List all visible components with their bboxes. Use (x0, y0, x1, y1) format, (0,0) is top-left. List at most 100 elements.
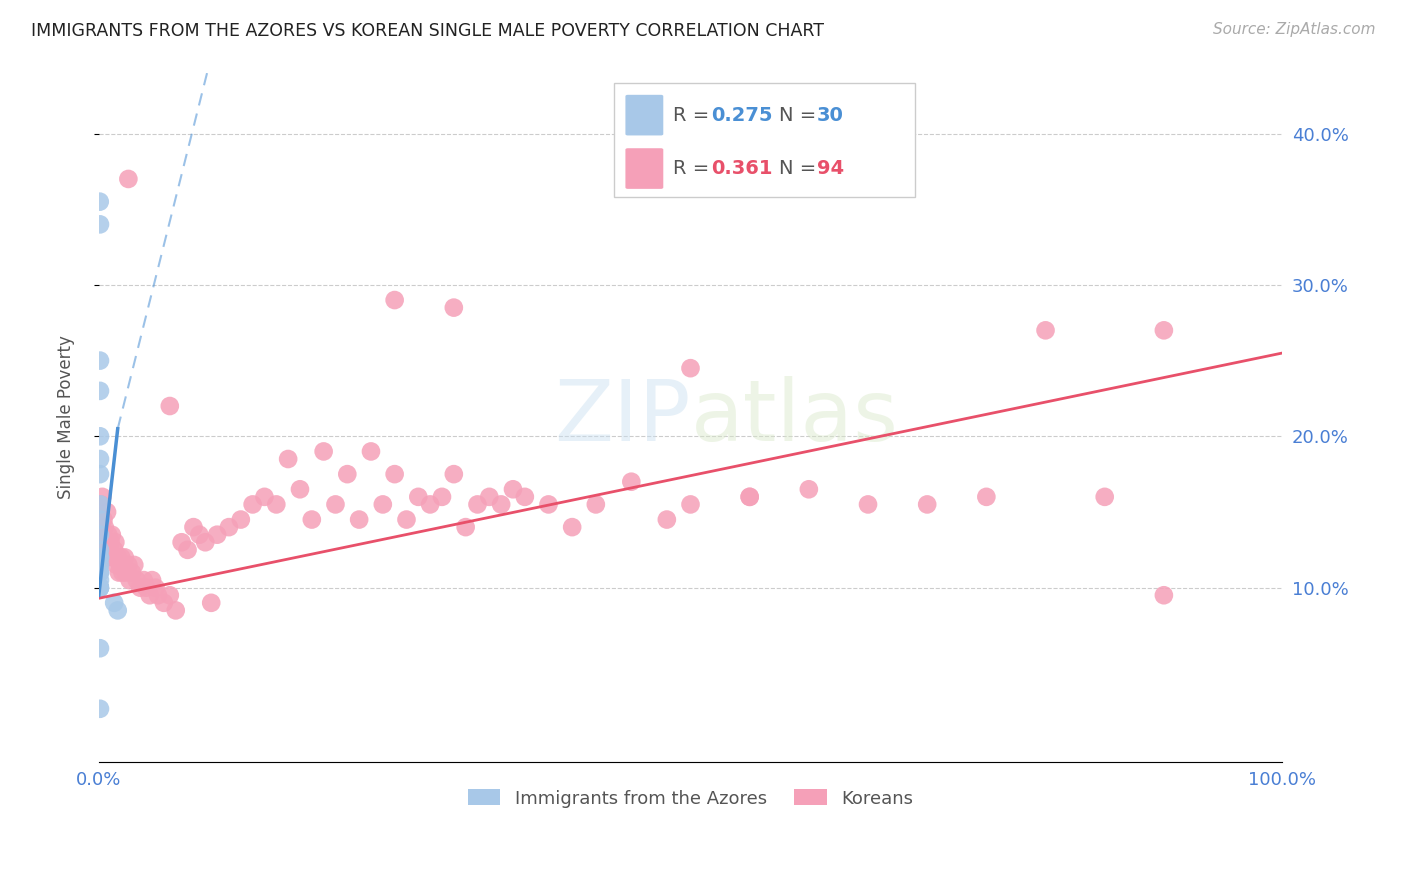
Point (325, 497, 347, 511)
Point (117, 172, 139, 186)
Point (90, 497, 112, 511)
Point (467, 497, 489, 511)
Point (976, 490, 998, 504)
Point (89, 581, 111, 595)
Point (89, 581, 111, 595)
Point (90, 512, 112, 526)
Point (89, 527, 111, 541)
Text: Source: ZipAtlas.com: Source: ZipAtlas.com (1212, 22, 1375, 37)
Point (132, 573, 155, 587)
Text: N =: N = (779, 105, 823, 125)
Point (101, 550, 124, 565)
Point (108, 566, 131, 580)
Point (478, 490, 501, 504)
Point (395, 512, 418, 526)
Point (94, 550, 117, 565)
Point (89, 467, 111, 482)
Text: 0.361: 0.361 (710, 159, 772, 178)
Point (94, 542, 117, 557)
Point (1153, 323, 1175, 337)
Point (89, 581, 111, 595)
Point (679, 361, 702, 376)
Point (288, 483, 311, 497)
Point (537, 497, 560, 511)
Point (125, 573, 148, 587)
Point (856, 497, 879, 511)
Point (585, 497, 607, 511)
Point (153, 596, 176, 610)
Point (1094, 490, 1116, 504)
Point (93, 535, 115, 549)
Point (620, 475, 643, 489)
Point (111, 566, 134, 580)
Point (145, 581, 167, 595)
Point (118, 573, 141, 587)
Text: IMMIGRANTS FROM THE AZORES VS KOREAN SINGLE MALE POVERTY CORRELATION CHART: IMMIGRANTS FROM THE AZORES VS KOREAN SIN… (31, 22, 824, 40)
Point (797, 483, 820, 497)
Point (194, 535, 217, 549)
Point (107, 550, 129, 565)
Point (489, 497, 512, 511)
Point (90, 497, 112, 511)
Point (91, 490, 114, 504)
Point (115, 566, 138, 580)
Point (218, 520, 240, 534)
Point (89, 218, 111, 232)
Point (443, 467, 465, 482)
Text: N =: N = (779, 159, 823, 178)
Point (105, 558, 128, 572)
Point (97, 527, 120, 541)
Point (430, 490, 453, 504)
Point (408, 490, 430, 504)
Point (360, 444, 382, 458)
Point (159, 399, 181, 413)
Legend: Immigrants from the Azores, Koreans: Immigrants from the Azores, Koreans (461, 782, 921, 814)
Point (135, 581, 157, 595)
Point (89, 641, 111, 656)
Text: 94: 94 (817, 159, 844, 178)
Point (277, 452, 299, 467)
Point (312, 444, 335, 458)
Point (176, 542, 198, 557)
Point (138, 588, 160, 602)
Point (738, 490, 761, 504)
Point (89, 566, 111, 580)
Point (89, 429, 111, 443)
Point (205, 527, 228, 541)
Point (89, 581, 111, 595)
Point (915, 497, 938, 511)
Point (371, 497, 394, 511)
Point (89, 542, 111, 557)
Point (114, 550, 136, 565)
Point (253, 490, 276, 504)
Point (347, 512, 370, 526)
Point (98, 542, 121, 557)
Point (96, 505, 118, 519)
Point (89, 573, 111, 587)
Point (100, 535, 122, 549)
Text: ZIP: ZIP (554, 376, 690, 458)
Point (419, 497, 441, 511)
Point (301, 512, 323, 526)
Point (89, 558, 111, 572)
Text: R =: R = (672, 105, 716, 125)
Point (121, 566, 143, 580)
Point (89, 550, 111, 565)
Point (242, 497, 264, 511)
Point (104, 535, 127, 549)
Point (89, 702, 111, 716)
Point (89, 581, 111, 595)
Point (89, 550, 111, 565)
Point (165, 603, 187, 617)
Point (89, 581, 111, 595)
Point (89, 566, 111, 580)
Point (129, 581, 152, 595)
Point (655, 512, 678, 526)
Point (513, 490, 536, 504)
Point (103, 542, 125, 557)
Point (502, 483, 524, 497)
Point (1153, 588, 1175, 602)
Point (679, 497, 702, 511)
Point (91, 527, 114, 541)
Point (89, 353, 111, 368)
